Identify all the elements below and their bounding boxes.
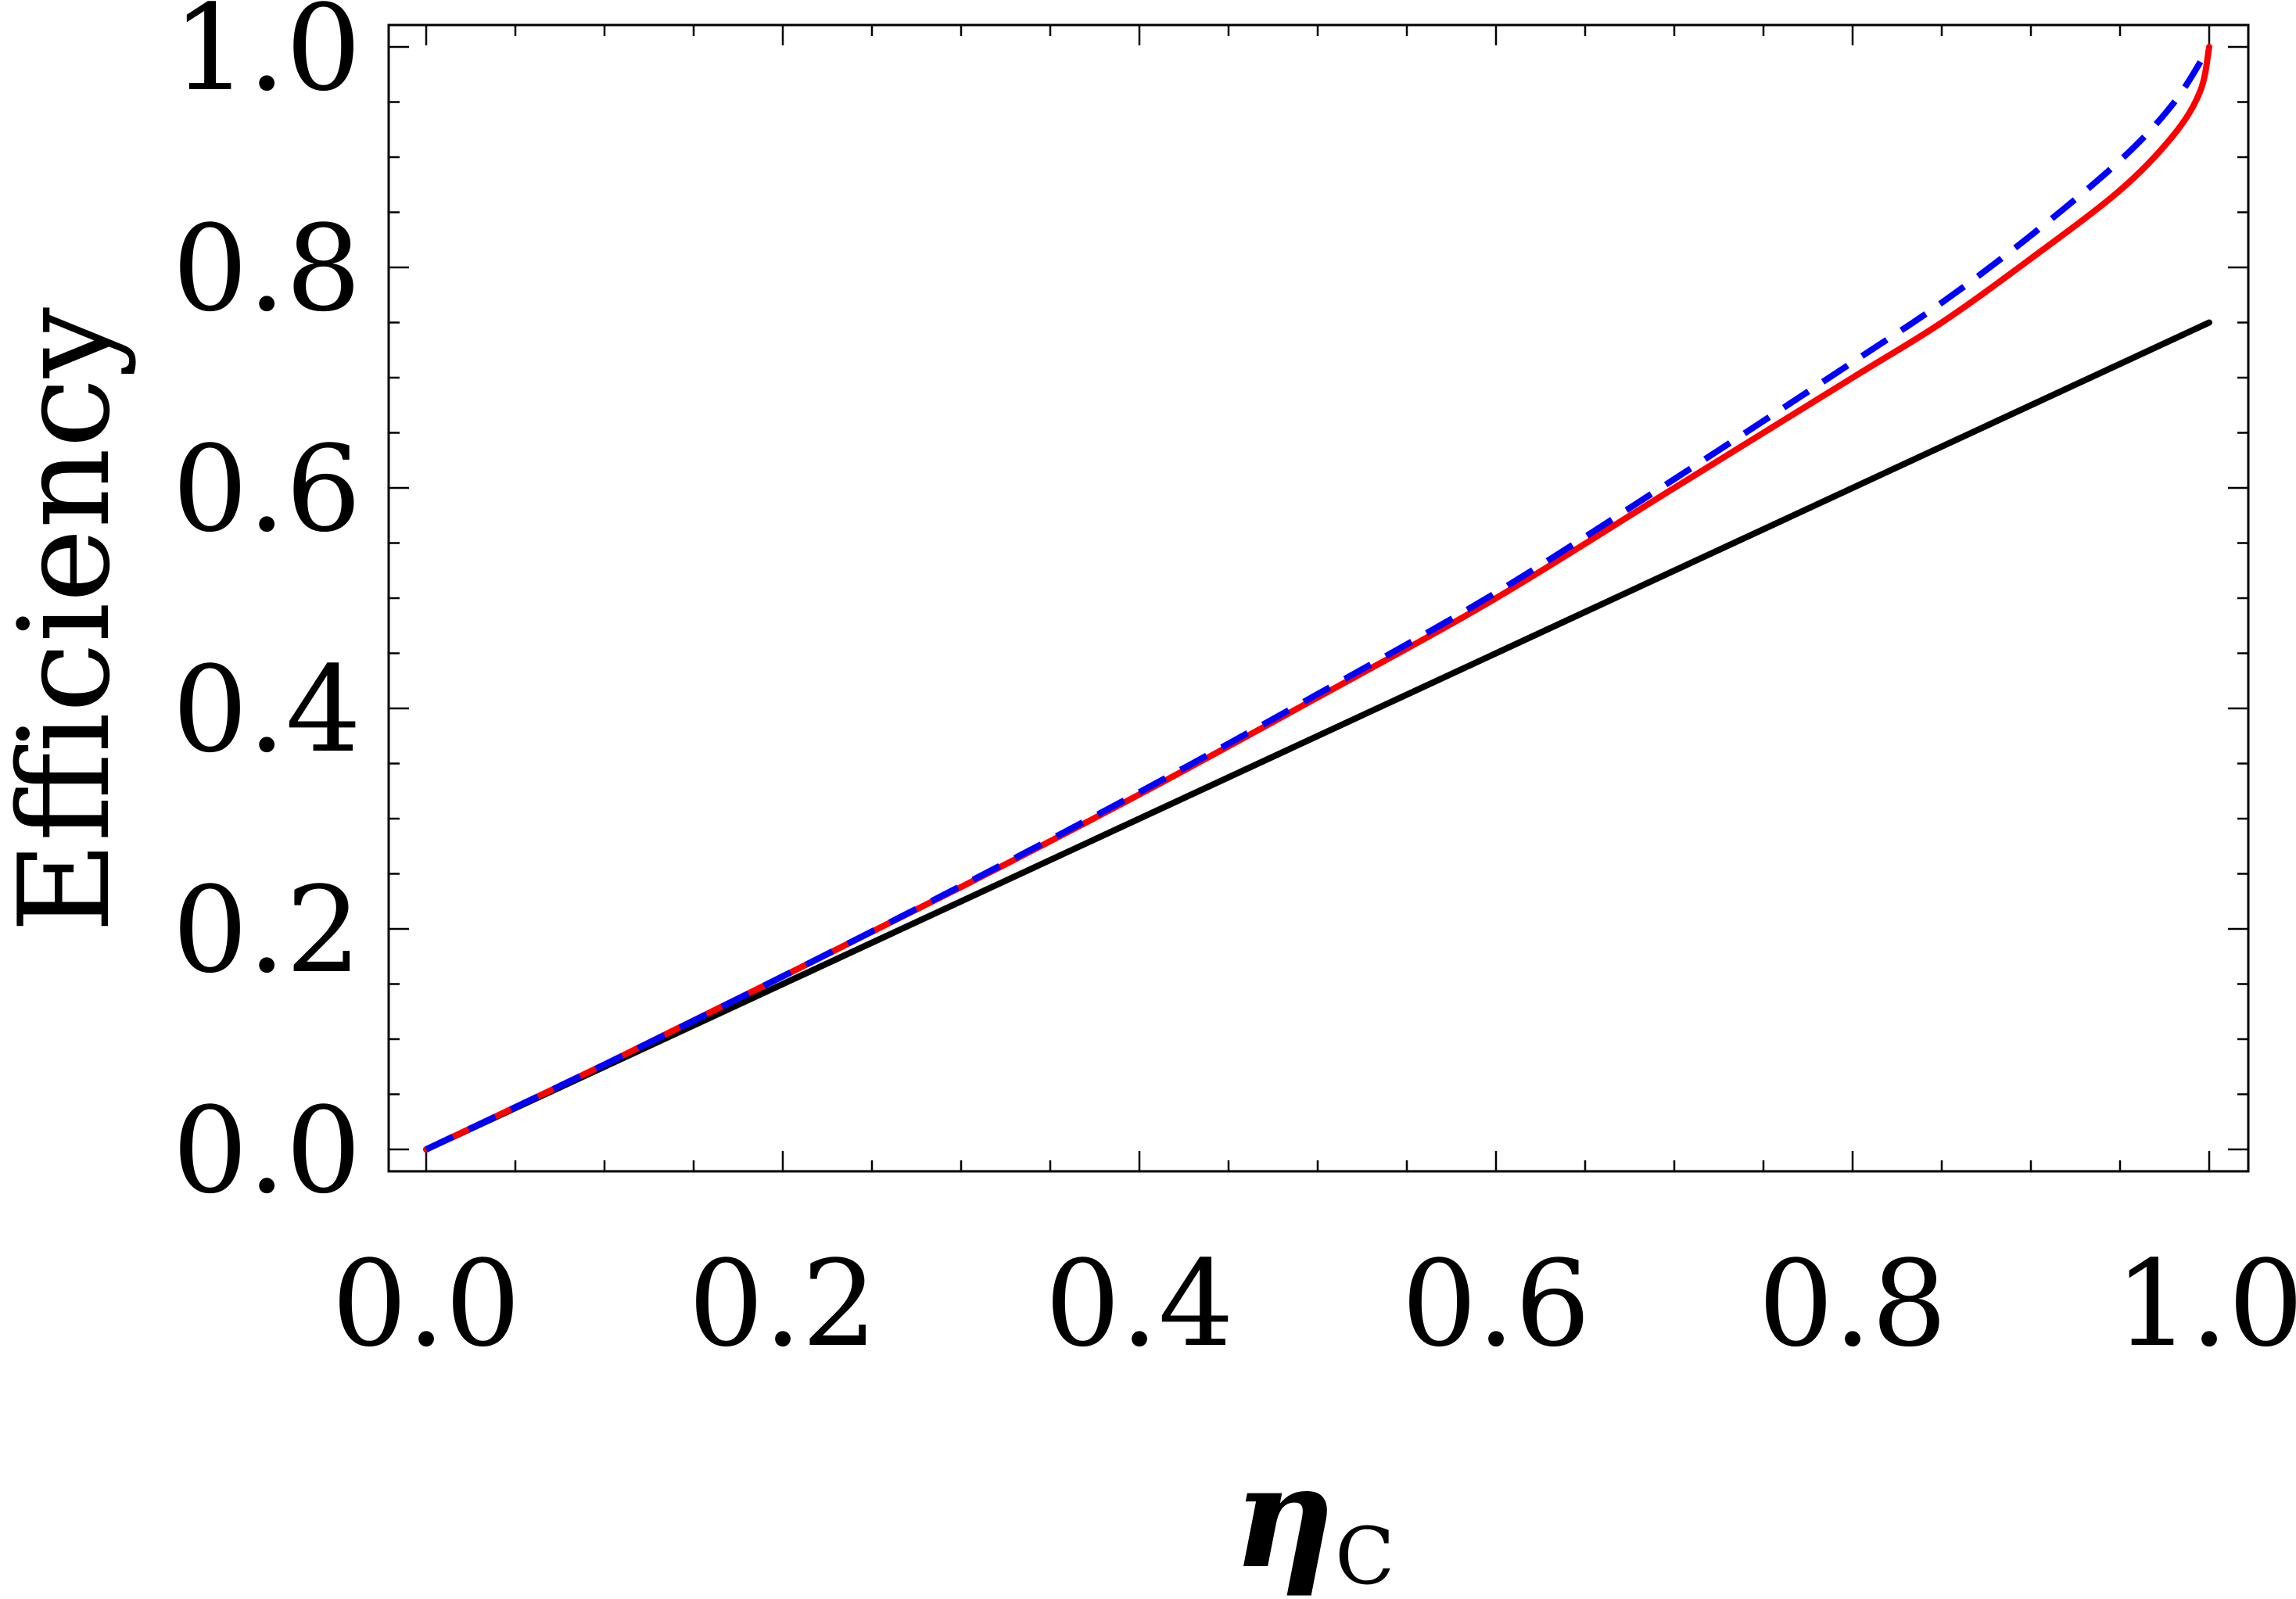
y-tick-label: 1.0 (172, 0, 361, 117)
x-tick-label: 0.4 (1045, 1235, 1234, 1373)
x-axis-label-symbol: η (1232, 1435, 1335, 1599)
x-tick-label: 0.8 (1758, 1235, 1947, 1373)
series-layer (423, 44, 2212, 1153)
x-tick-label: 0.2 (688, 1235, 877, 1373)
y-tick-label: 0.8 (172, 199, 361, 338)
series-black-line (423, 319, 2212, 1153)
tick-labels: 0.0 0.2 0.4 0.6 0.8 1.0 0.0 0.2 0.4 0.6 0.8 1.0 (172, 0, 2296, 1373)
x-axis-label-subscript: C (1335, 1511, 1395, 1599)
x-tick-label: 1.0 (2115, 1235, 2296, 1373)
series-blue-dashed-line (425, 45, 2212, 1153)
plot-frame (387, 23, 2250, 1173)
y-tick-label: 0.2 (172, 861, 361, 999)
series-red-line (423, 44, 2212, 1153)
y-axis-label: Efficiency (0, 307, 138, 933)
y-tick-label: 0.4 (172, 640, 361, 779)
y-tick-label: 0.6 (172, 420, 361, 558)
axis-ticks (389, 25, 2248, 1171)
x-tick-label: 0.6 (1401, 1235, 1591, 1373)
x-axis-label: ηC (1232, 1435, 1394, 1599)
y-tick-label: 0.0 (172, 1081, 361, 1220)
x-tick-label: 0.0 (332, 1235, 521, 1373)
